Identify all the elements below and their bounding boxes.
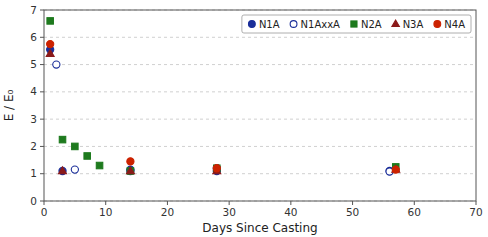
y-axis-label: E / E₀ <box>2 89 16 121</box>
x-tick-label: 10 <box>99 206 112 218</box>
point <box>47 18 53 24</box>
point <box>46 50 54 57</box>
legend: N1A N1AxxA N2A N3A N4A <box>242 15 471 33</box>
x-tick <box>414 201 415 205</box>
y-tick <box>40 64 44 65</box>
x-tick <box>352 201 353 205</box>
point <box>392 166 399 173</box>
grid-line <box>44 91 476 92</box>
x-tick-label: 70 <box>469 206 482 218</box>
legend-label: N4A <box>444 19 465 30</box>
series <box>46 50 400 174</box>
point <box>72 143 78 149</box>
x-tick-label: 0 <box>41 206 48 218</box>
y-tick <box>40 201 44 202</box>
y-tick-label: 6 <box>30 31 37 43</box>
legend-marker <box>434 21 441 28</box>
y-tick-label: 1 <box>30 167 37 179</box>
grid-line <box>44 37 476 38</box>
y-tick-label: 3 <box>30 113 37 125</box>
legend-items: N1A N1AxxA N2A N3A N4A <box>248 19 465 30</box>
y-tick-label: 2 <box>30 140 37 152</box>
grid-line <box>44 146 476 147</box>
y-tick <box>40 37 44 38</box>
point <box>127 158 134 165</box>
point <box>47 41 54 48</box>
grid <box>44 10 476 201</box>
point <box>59 167 66 174</box>
point <box>71 166 78 173</box>
axes: 0 10 20 30 40 50 60 70 0 1 2 3 4 5 6 7 <box>30 4 482 219</box>
x-tick-label: 60 <box>408 206 421 218</box>
point <box>59 136 65 142</box>
x-tick-label: 20 <box>161 206 174 218</box>
y-tick-label: 4 <box>30 85 37 97</box>
point <box>96 162 102 168</box>
x-tick <box>229 201 230 205</box>
point <box>127 168 133 174</box>
legend-marker <box>290 21 297 28</box>
legend-label: N1AxxA <box>301 19 341 30</box>
legend-box <box>242 15 471 33</box>
point <box>59 167 67 174</box>
point <box>213 165 220 172</box>
y-tick <box>40 173 44 174</box>
point <box>53 61 60 68</box>
grid-line <box>44 64 476 65</box>
legend-marker <box>392 20 399 26</box>
y-tick <box>40 119 44 120</box>
points <box>46 18 400 175</box>
point <box>392 165 400 172</box>
x-axis-label: Days Since Casting <box>202 221 317 235</box>
x-tick-label: 50 <box>346 206 359 218</box>
point <box>126 167 134 174</box>
legend-label: N2A <box>361 19 382 30</box>
chart: 0 10 20 30 40 50 60 70 0 1 2 3 4 5 6 7 Days Since Castin… <box>0 0 488 237</box>
legend-label: N1A <box>259 19 280 30</box>
x-tick <box>476 201 477 205</box>
point <box>213 165 220 172</box>
x-tick <box>167 201 168 205</box>
grid-line <box>44 173 476 174</box>
y-tick <box>40 91 44 92</box>
legend-marker <box>351 21 357 27</box>
y-tick <box>40 146 44 147</box>
grid-line <box>44 119 476 120</box>
y-tick <box>40 10 44 11</box>
plot-frame <box>44 10 476 201</box>
y-tick-label: 7 <box>30 4 37 16</box>
legend-marker <box>248 21 255 28</box>
point <box>84 153 90 159</box>
x-tick <box>290 201 291 205</box>
series <box>47 46 394 175</box>
x-tick-label: 30 <box>222 206 235 218</box>
series <box>47 41 400 174</box>
y-tick-label: 5 <box>30 58 37 70</box>
x-tick-label: 40 <box>284 206 297 218</box>
series <box>47 18 399 175</box>
point <box>214 165 220 171</box>
x-tick <box>44 201 45 205</box>
x-tick <box>105 201 106 205</box>
series <box>53 61 393 175</box>
point <box>127 167 134 174</box>
legend-label: N3A <box>403 19 424 30</box>
y-tick-label: 0 <box>30 195 37 207</box>
